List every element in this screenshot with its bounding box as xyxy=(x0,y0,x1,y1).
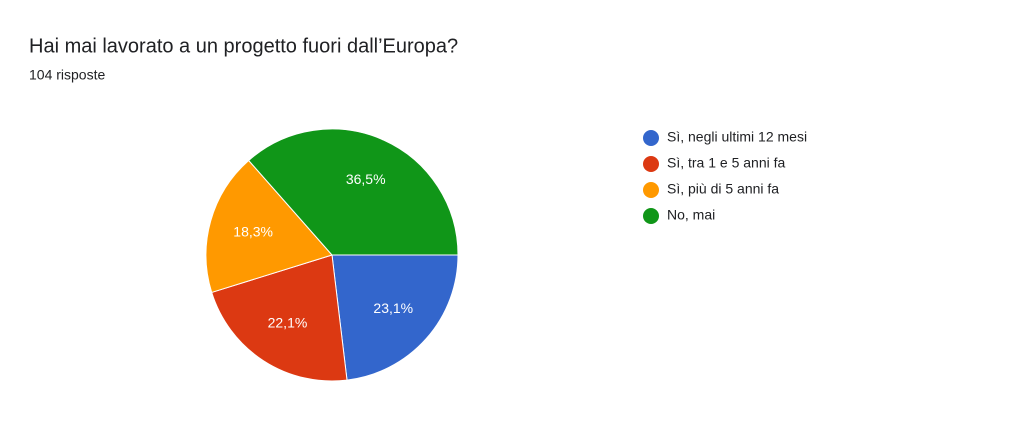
slice-label: 36,5% xyxy=(346,171,386,187)
pie-slice xyxy=(211,254,348,382)
legend-marker xyxy=(643,130,659,146)
legend-marker xyxy=(643,208,659,224)
pie-slice xyxy=(331,254,459,381)
slice-label: 23,1% xyxy=(373,300,413,316)
slice-label: 22,1% xyxy=(268,314,308,330)
chart-subtitle: 104 risposte xyxy=(29,67,105,83)
legend-label: Sì, tra 1 e 5 anni fa xyxy=(667,155,786,171)
chart-title: Hai mai lavorato a un progetto fuori dal… xyxy=(29,35,458,57)
pie-slice xyxy=(247,128,459,256)
legend-label: Sì, negli ultimi 12 mesi xyxy=(667,129,807,145)
slice-label: 18,3% xyxy=(233,224,273,240)
legend-label: Sì, più di 5 anni fa xyxy=(667,181,779,197)
legend-marker xyxy=(643,182,659,198)
legend-marker xyxy=(643,156,659,172)
legend-label: No, mai xyxy=(667,207,715,223)
pie-slice xyxy=(205,159,333,294)
